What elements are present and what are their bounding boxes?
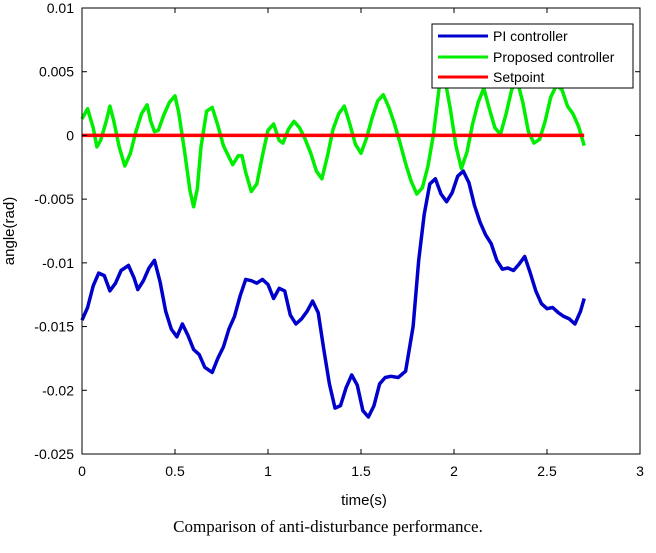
x-tick-label: 3 xyxy=(636,463,644,479)
legend: PI controller Proposed controller Setpoi… xyxy=(431,23,634,89)
figure-caption: Comparison of anti-disturbance performan… xyxy=(173,517,483,536)
y-tick-label: 0 xyxy=(66,127,74,143)
y-tick-label: -0.005 xyxy=(34,191,74,207)
x-axis-label: time(s) xyxy=(341,492,387,509)
x-tick-label: 1.5 xyxy=(351,463,371,479)
y-tick-label: -0.01 xyxy=(42,255,74,271)
x-tick-label: 2 xyxy=(450,463,458,479)
y-tick-label: -0.015 xyxy=(34,319,74,335)
x-tick-label: 0 xyxy=(78,463,86,479)
y-tick-label: 0.01 xyxy=(47,0,74,16)
series-layer xyxy=(80,76,586,419)
line-chart: 0 0.5 1 1.5 2 2.5 3 0.01 0.005 0 -0.005 -0.01 -0.015… xyxy=(1,0,644,509)
y-tick-label: -0.025 xyxy=(34,446,74,462)
legend-label-setpoint: Setpoint xyxy=(493,69,544,85)
legend-label-proposed-controller: Proposed controller xyxy=(493,49,615,65)
series-line-proposed-controller xyxy=(80,76,586,209)
legend-label-pi-controller: PI controller xyxy=(493,28,568,44)
x-tick-label: 0.5 xyxy=(165,463,185,479)
x-tick-label: 1 xyxy=(264,463,272,479)
y-tick-label: 0.005 xyxy=(39,64,74,80)
x-tick-label: 2.5 xyxy=(537,463,557,479)
series-line-pi-controller xyxy=(80,169,586,419)
tick-layer: 0 0.5 1 1.5 2 2.5 3 0.01 0.005 0 -0.005 -0.01 -0.015… xyxy=(34,0,644,479)
y-axis-label: angle(rad) xyxy=(1,197,18,265)
y-tick-label: -0.02 xyxy=(42,382,74,398)
